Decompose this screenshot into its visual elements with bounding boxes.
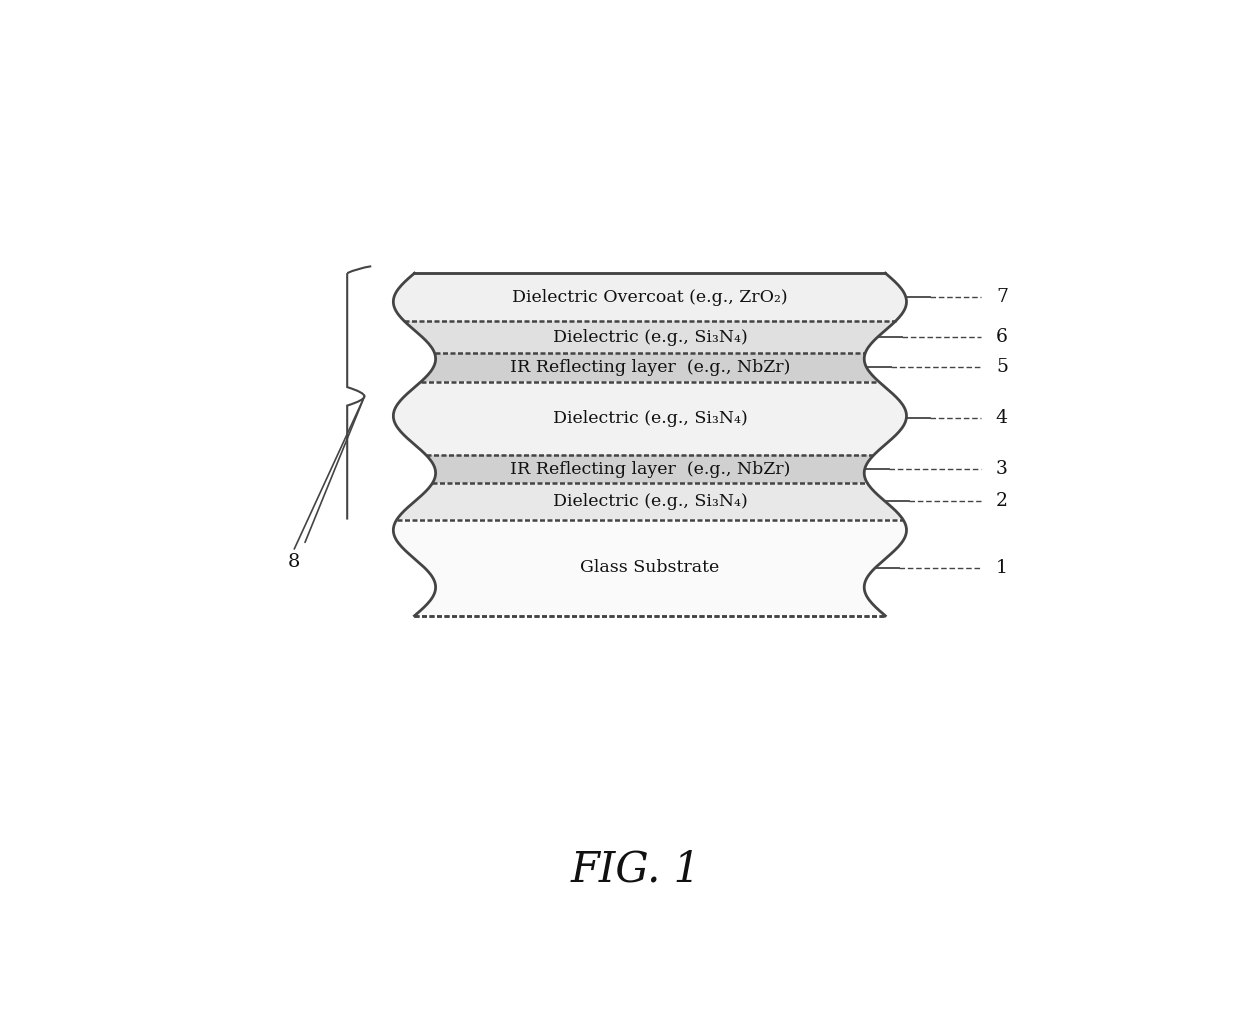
Text: 8: 8	[288, 552, 300, 571]
Polygon shape	[393, 520, 906, 616]
Polygon shape	[397, 484, 903, 520]
Text: Dielectric (e.g., Si₃N₄): Dielectric (e.g., Si₃N₄)	[553, 410, 748, 426]
Text: Dielectric (e.g., Si₃N₄): Dielectric (e.g., Si₃N₄)	[553, 329, 748, 345]
Text: 3: 3	[996, 460, 1008, 478]
Polygon shape	[404, 321, 895, 354]
Text: IR Reflecting layer  (e.g., NbZr): IR Reflecting layer (e.g., NbZr)	[510, 359, 790, 376]
Text: 4: 4	[996, 409, 1008, 427]
Text: 6: 6	[996, 328, 1008, 346]
Text: 5: 5	[996, 359, 1008, 376]
Polygon shape	[393, 381, 906, 455]
Text: Dielectric Overcoat (e.g., ZrO₂): Dielectric Overcoat (e.g., ZrO₂)	[512, 288, 787, 305]
Text: Glass Substrate: Glass Substrate	[580, 560, 719, 576]
Text: FIG. 1: FIG. 1	[570, 849, 701, 891]
Text: 1: 1	[996, 559, 1008, 577]
Text: 7: 7	[996, 288, 1008, 306]
Polygon shape	[420, 354, 879, 381]
Text: Dielectric (e.g., Si₃N₄): Dielectric (e.g., Si₃N₄)	[553, 493, 748, 510]
Text: 2: 2	[996, 492, 1008, 510]
Polygon shape	[425, 455, 874, 484]
Text: IR Reflecting layer  (e.g., NbZr): IR Reflecting layer (e.g., NbZr)	[510, 460, 790, 478]
Polygon shape	[393, 273, 906, 321]
